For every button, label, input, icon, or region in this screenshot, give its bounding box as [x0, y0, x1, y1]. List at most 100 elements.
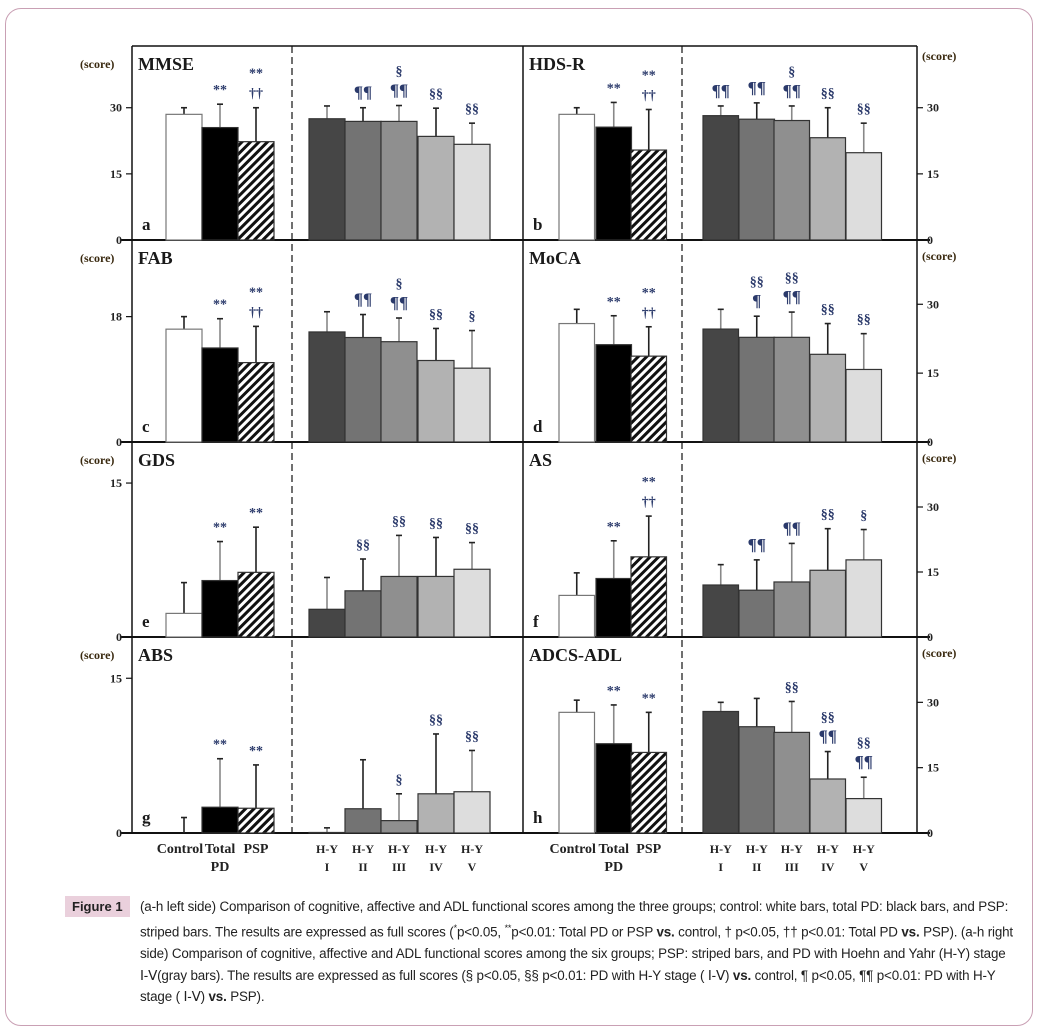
significance-marker: § [396, 65, 403, 80]
panel-letter: b [533, 215, 542, 234]
significance-marker: §§ [785, 271, 799, 286]
significance-marker: ** [249, 285, 263, 300]
significance-marker: ** [249, 744, 263, 759]
significance-marker: § [396, 773, 403, 788]
y-unit-label: (score) [80, 453, 114, 467]
significance-marker: ¶¶ [354, 290, 372, 309]
significance-marker: §§ [857, 313, 871, 328]
y-tick-label: 0 [927, 826, 933, 840]
panel-title: AS [529, 450, 552, 470]
x-axis-label: H-Y [352, 842, 374, 856]
caption-segment: control, † p<0.05, †† p<0.01: Total PD [674, 924, 902, 940]
significance-marker: §§ [821, 303, 835, 318]
bar-h-y-i [702, 115, 740, 241]
significance-marker: ** [249, 506, 263, 521]
y-unit-label: (score) [922, 49, 956, 63]
x-axis-label: V [859, 860, 868, 874]
significance-marker: †† [249, 87, 263, 102]
significance-marker: §§ [821, 508, 835, 523]
significance-marker: ** [213, 83, 227, 98]
panel-title: HDS-R [529, 54, 586, 74]
bar-h-y-iii [773, 581, 811, 638]
x-axis-label: II [358, 860, 368, 874]
bar-psp [630, 751, 668, 834]
panel-letter: f [533, 612, 539, 631]
significance-marker: ** [607, 520, 621, 535]
significance-marker: ¶¶ [783, 518, 801, 537]
bar-psp [630, 355, 668, 443]
significance-marker: §§ [429, 516, 443, 531]
significance-marker: §§ [429, 713, 443, 728]
x-axis-label: Total [205, 842, 236, 857]
significance-marker: ¶¶ [819, 727, 837, 746]
x-axis-label: I [325, 860, 330, 874]
bar-h-y-v [845, 368, 883, 443]
bar-psp [630, 556, 668, 638]
bar-psp [630, 149, 668, 241]
bar-total-pd [201, 579, 239, 638]
x-axis-label: I [718, 860, 723, 874]
significance-marker: ¶¶ [712, 81, 730, 100]
bar-control [558, 322, 596, 443]
caption-segment: vs. [208, 989, 227, 1005]
significance-marker: ¶¶ [783, 81, 801, 100]
y-tick-label: 15 [110, 167, 122, 181]
bar-control [558, 711, 596, 834]
y-tick-label: 30 [927, 297, 939, 311]
bar-h-y-iv [417, 575, 455, 638]
bar-control [558, 113, 596, 241]
x-axis-label: H-Y [710, 842, 732, 856]
x-axis-label: V [468, 860, 477, 874]
x-axis-label: PD [211, 860, 230, 875]
significance-marker: §§ [465, 102, 479, 117]
significance-marker: § [469, 310, 476, 325]
bar-h-y-i [702, 710, 740, 834]
bar-h-y-i [308, 118, 346, 241]
x-axis-label: II [752, 860, 762, 874]
significance-marker: ** [213, 521, 227, 536]
x-axis-label: H-Y [316, 842, 338, 856]
bar-h-y-iii [773, 731, 811, 834]
bar-h-y-ii [344, 808, 382, 834]
y-tick-label: 15 [927, 167, 939, 181]
significance-marker: ¶¶ [390, 293, 408, 312]
panel-letter: h [533, 808, 543, 827]
significance-marker: ** [642, 691, 656, 706]
x-axis-label: PD [604, 860, 623, 875]
bar-h-y-i [702, 328, 740, 443]
bar-h-y-v [453, 568, 491, 638]
x-axis-label: Control [550, 842, 597, 857]
bar-h-y-iii [380, 341, 418, 443]
bar-h-y-iii [773, 336, 811, 443]
significance-marker: †† [249, 305, 263, 320]
y-unit-label: (score) [922, 249, 956, 263]
significance-marker: §§ [465, 522, 479, 537]
x-axis-label: H-Y [461, 842, 483, 856]
y-tick-label: 15 [927, 761, 939, 775]
significance-marker: ** [642, 475, 656, 490]
y-tick-label: 0 [927, 233, 933, 247]
x-axis-label: IV [429, 860, 443, 874]
panel-title: MoCA [529, 248, 581, 268]
y-tick-label: 30 [927, 695, 939, 709]
bar-psp [237, 361, 275, 443]
bar-h-y-ii [344, 120, 382, 241]
significance-marker: § [860, 509, 867, 524]
y-unit-label: (score) [80, 57, 114, 71]
y-unit-label: (score) [922, 451, 956, 465]
caption-segment: * [453, 922, 458, 933]
caption-segment: PSP). (a-h right side) Comparison of cog… [140, 924, 1013, 983]
significance-marker: §§ [857, 736, 871, 751]
bar-h-y-iv [809, 569, 847, 638]
significance-marker: §§ [785, 680, 799, 695]
y-tick-label: 18 [110, 310, 122, 324]
panel-letter: a [142, 215, 151, 234]
bar-h-y-ii [738, 336, 776, 443]
panel-letter: d [533, 417, 543, 436]
significance-marker: ¶¶ [748, 78, 766, 97]
significance-marker: §§ [465, 729, 479, 744]
bar-control [165, 113, 203, 241]
bar-h-y-iii [380, 575, 418, 638]
panel-title: FAB [138, 248, 173, 268]
bar-h-y-i [308, 831, 346, 834]
